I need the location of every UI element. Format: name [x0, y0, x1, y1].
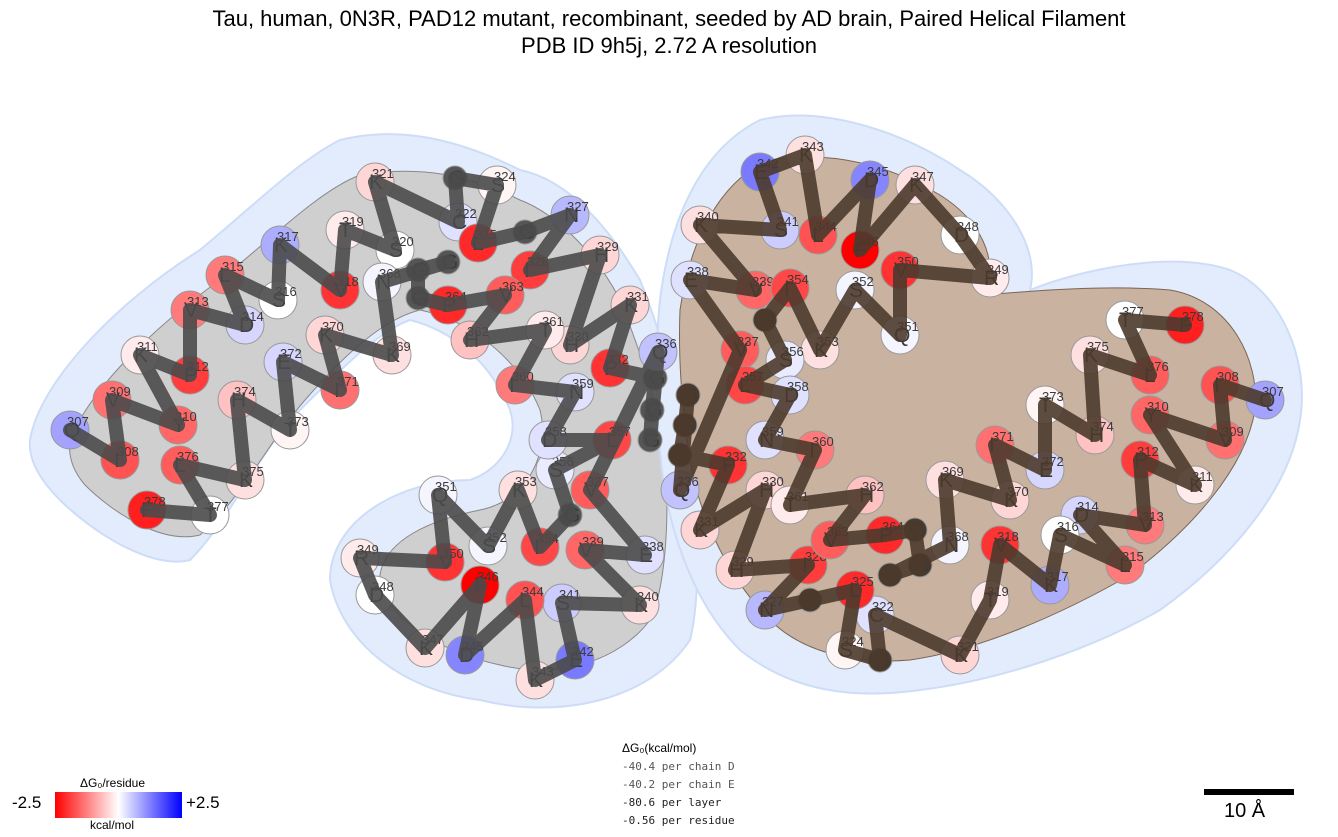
colorbar-min: -2.5: [12, 793, 42, 812]
stat-chain-d: -40.4 per chain D: [622, 760, 735, 773]
scale-bar: [1204, 789, 1294, 795]
backbone-chain-d: [63, 171, 665, 687]
stat-per-layer: -80.6 per layer: [622, 796, 722, 809]
title-line-2: PDB ID 9h5j, 2.72 A resolution: [521, 33, 817, 58]
stat-per-residue: -0.56 per residue: [622, 814, 735, 827]
scale-bar-label: 10 Å: [1224, 800, 1266, 822]
title-line-1: Tau, human, 0N3R, PAD12 mutant, recombin…: [212, 6, 1126, 31]
strand-arrows: [63, 148, 1272, 687]
legend-title: ΔG₀(kcal/mol): [622, 741, 697, 755]
colorbar: [55, 792, 182, 818]
colorbar-unit: kcal/mol: [90, 818, 135, 832]
colorbar-title: ΔG₀/residue: [80, 776, 146, 790]
colorbar-max: +2.5: [186, 793, 220, 812]
stat-chain-e: -40.2 per chain E: [622, 778, 735, 791]
backbone-chain-e: [673, 148, 1272, 667]
